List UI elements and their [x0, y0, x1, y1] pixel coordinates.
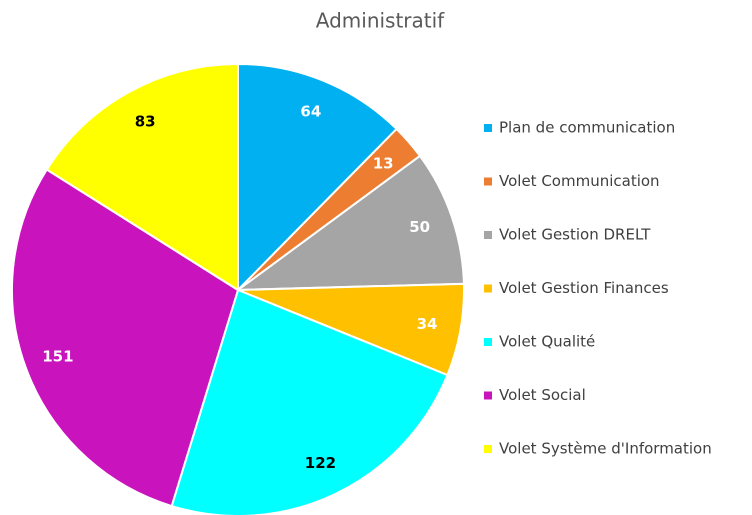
legend-label: Volet Communication [499, 172, 660, 190]
legend-swatch [484, 124, 492, 132]
legend-label: Volet Social [499, 386, 586, 404]
pie-slice [170, 288, 449, 515]
data-label: 122 [305, 454, 336, 472]
legend-label: Volet Gestion Finances [499, 279, 669, 297]
legend-label: Volet Système d'Information [499, 440, 712, 458]
chart-title: Administratif [316, 9, 445, 33]
legend-swatch [484, 284, 492, 293]
pie-slice [237, 62, 399, 293]
legend-swatch [484, 338, 492, 346]
legend-swatch [484, 391, 492, 400]
data-label: 151 [42, 347, 73, 365]
legend-swatch [484, 231, 492, 239]
data-label: 34 [417, 315, 438, 333]
legend-label: Volet Qualité [499, 333, 595, 351]
data-label: 50 [409, 218, 430, 236]
pie-slice [234, 154, 465, 292]
data-label: 83 [135, 112, 156, 130]
legend-swatch [484, 445, 492, 453]
legend-label: Plan de communication [499, 119, 675, 137]
pie-slice [11, 168, 240, 508]
data-label: 64 [300, 103, 321, 121]
data-label: 13 [373, 155, 394, 173]
pie-slice [45, 62, 239, 292]
legend-label: Volet Gestion DRELT [499, 226, 651, 244]
legend-swatch [484, 177, 492, 186]
